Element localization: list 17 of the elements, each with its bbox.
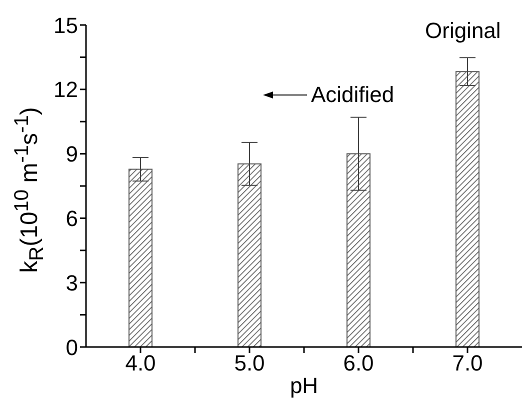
x-tick-label: 6.0 <box>343 350 374 376</box>
y-tick-label: 6 <box>66 206 78 232</box>
y-tick-label: 12 <box>54 77 78 102</box>
x-tick-label: 7.0 <box>452 350 483 376</box>
x-tick-label: 4.0 <box>125 350 156 376</box>
y-tick-label: 9 <box>66 142 78 167</box>
annotation: Acidified <box>311 82 394 108</box>
x-axis-title: pH <box>288 373 320 398</box>
y-tick-label: 3 <box>66 270 78 296</box>
y-tick-label: 0 <box>66 334 78 360</box>
bar <box>346 153 370 347</box>
y-tick-label: 15 <box>54 12 78 38</box>
bar <box>238 163 262 347</box>
bar <box>456 71 480 347</box>
annotation: Original <box>425 18 501 44</box>
x-tick-label: 5.0 <box>234 350 265 376</box>
bar <box>128 168 152 347</box>
